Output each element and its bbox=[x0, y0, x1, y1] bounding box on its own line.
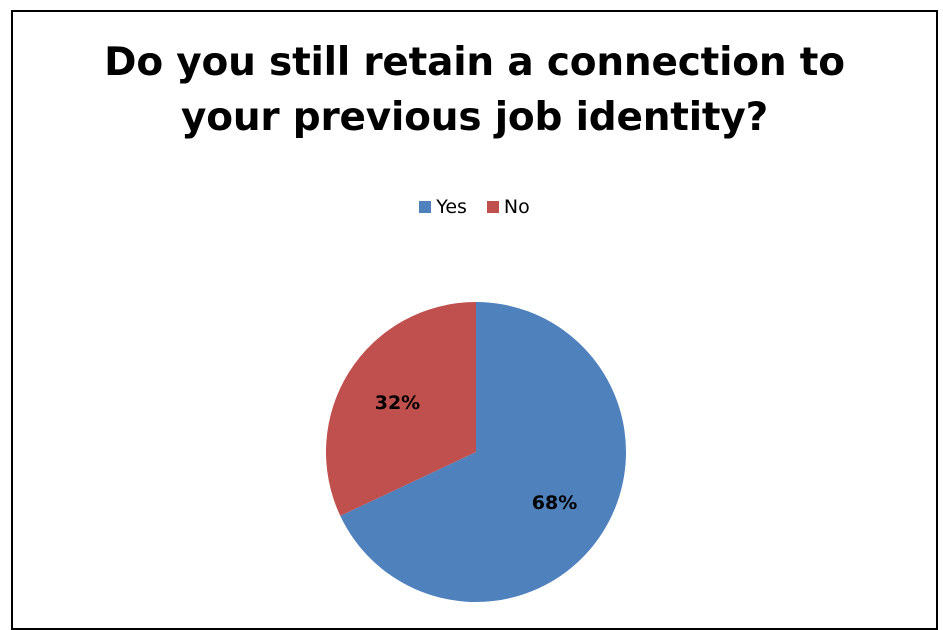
pie-slice-yes bbox=[340, 302, 626, 602]
chart-title-line-1: Do you still retain a connection to bbox=[104, 40, 845, 85]
data-label-no: 32% bbox=[375, 392, 420, 414]
legend-item-yes: Yes bbox=[419, 196, 467, 218]
legend-label-yes: Yes bbox=[436, 196, 467, 218]
pie-chart: 68% 32% bbox=[326, 302, 626, 602]
legend-swatch-no bbox=[486, 201, 499, 213]
pie-slice-no bbox=[326, 302, 476, 516]
legend-label-no: No bbox=[503, 196, 530, 218]
chart-legend: Yes No bbox=[13, 195, 936, 219]
chart-title: Do you still retain a connection to your… bbox=[13, 35, 936, 145]
data-label-yes: 68% bbox=[532, 492, 577, 514]
chart-frame: Do you still retain a connection to your… bbox=[11, 10, 938, 630]
legend-swatch-yes bbox=[419, 201, 432, 213]
legend-item-no: No bbox=[486, 196, 530, 218]
chart-title-line-2: your previous job identity? bbox=[181, 95, 768, 140]
